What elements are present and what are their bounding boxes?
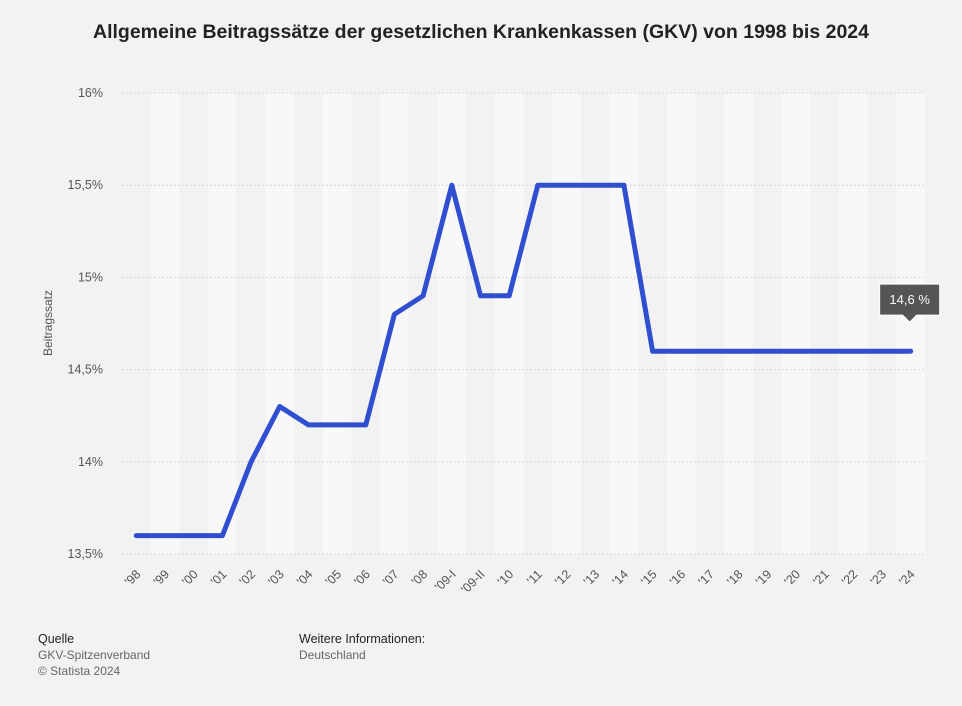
category-band (781, 93, 811, 554)
category-band (609, 93, 639, 554)
x-tick-label: '21 (810, 567, 831, 588)
x-tick-label: '98 (122, 567, 143, 588)
data-point[interactable] (504, 291, 514, 301)
x-tick-label: '01 (208, 567, 229, 588)
x-tick-label: '22 (839, 567, 860, 588)
data-point[interactable] (160, 531, 170, 541)
x-tick-label: '16 (667, 567, 688, 588)
data-point[interactable] (590, 180, 600, 190)
x-tick-label: '23 (868, 567, 889, 588)
x-tick-label: '00 (179, 567, 200, 588)
data-point[interactable] (619, 180, 629, 190)
y-tick-label: 14% (78, 455, 103, 469)
x-tick-label: '02 (237, 567, 258, 588)
category-band (494, 93, 524, 554)
x-tick-label: '09-II (458, 567, 487, 596)
category-band (322, 93, 352, 554)
data-point[interactable] (303, 420, 313, 430)
y-tick-label: 14,5% (68, 363, 103, 377)
info-heading: Weitere Informationen: (299, 632, 426, 646)
x-tick-label: '09-I (432, 567, 459, 594)
y-tick-label: 15,5% (68, 178, 103, 192)
data-point[interactable] (533, 180, 543, 190)
chart-title: Allgemeine Beitragssätze der gesetzliche… (93, 21, 869, 43)
tooltip-label: 14,6 % (889, 292, 930, 307)
x-tick-label: '07 (380, 567, 401, 588)
data-point[interactable] (217, 531, 227, 541)
y-tick-label: 13,5% (68, 547, 103, 561)
source-name[interactable]: GKV-Spitzenverband (38, 648, 151, 662)
source-block: Quelle GKV-Spitzenverband © Statista 202… (38, 631, 150, 679)
value-tooltip: 14,6 % (879, 283, 941, 323)
x-tick-label: '19 (753, 567, 774, 588)
data-point[interactable] (475, 291, 485, 301)
data-point[interactable] (361, 420, 371, 430)
series-line (133, 182, 914, 539)
x-tick-label: '06 (351, 567, 372, 588)
data-point[interactable] (848, 346, 858, 356)
x-tick-label: '03 (265, 567, 286, 588)
x-tick-label: '12 (552, 567, 573, 588)
x-tick-label: '17 (696, 567, 717, 588)
x-tick-label: '15 (638, 567, 659, 588)
source-heading: Quelle (38, 632, 75, 646)
category-band (208, 93, 237, 554)
y-tick-label: 15% (78, 270, 103, 284)
data-point[interactable] (332, 420, 342, 430)
data-point[interactable] (562, 180, 572, 190)
category-band (896, 93, 925, 554)
category-band (724, 93, 753, 554)
category-bands (150, 93, 925, 554)
x-axis-ticks: '98 '99 '00 '01 '02 '03 '04 '05 '06 '07 '08'09-I '0… (122, 567, 918, 596)
category-band (150, 93, 180, 554)
data-point[interactable] (791, 346, 801, 356)
category-band (552, 93, 581, 554)
y-tick-label: 16% (78, 86, 103, 100)
x-tick-label: '18 (724, 567, 745, 588)
x-tick-label: '05 (323, 567, 344, 588)
data-point[interactable] (820, 346, 830, 356)
x-tick-label: '08 (409, 567, 430, 588)
data-point[interactable] (648, 346, 658, 356)
data-point[interactable] (906, 346, 916, 356)
grid-lines (122, 92, 925, 555)
x-tick-label: '14 (610, 567, 631, 588)
tooltip-box (879, 283, 941, 323)
data-point[interactable] (418, 291, 428, 301)
category-band (838, 93, 868, 554)
info-text: Deutschland (299, 648, 366, 662)
data-point[interactable] (189, 531, 199, 541)
category-band (265, 93, 295, 554)
x-tick-label: '13 (581, 567, 602, 588)
x-tick-label: '24 (896, 567, 917, 588)
category-band (437, 93, 467, 554)
data-point[interactable] (131, 531, 141, 541)
data-point[interactable] (877, 346, 887, 356)
data-point[interactable] (246, 457, 256, 467)
data-point[interactable] (676, 346, 686, 356)
copyright: © Statista 2024 (38, 664, 121, 678)
data-point[interactable] (447, 180, 457, 190)
x-tick-label: '20 (782, 567, 803, 588)
data-point[interactable] (762, 346, 772, 356)
y-axis-label: Beitragssatz (41, 290, 55, 356)
data-point[interactable] (705, 346, 715, 356)
data-point[interactable] (389, 309, 399, 319)
category-band (666, 93, 696, 554)
y-axis-ticks: 13,5% 14% 14,5% 15% 15,5% 16% (68, 86, 103, 561)
x-tick-label: '99 (151, 567, 172, 588)
x-tick-label: '11 (524, 567, 545, 588)
x-tick-label: '04 (294, 567, 315, 588)
info-block: Weitere Informationen: Deutschland (299, 631, 425, 663)
data-point[interactable] (275, 401, 285, 411)
x-tick-label: '10 (495, 567, 516, 588)
data-point[interactable] (734, 346, 744, 356)
